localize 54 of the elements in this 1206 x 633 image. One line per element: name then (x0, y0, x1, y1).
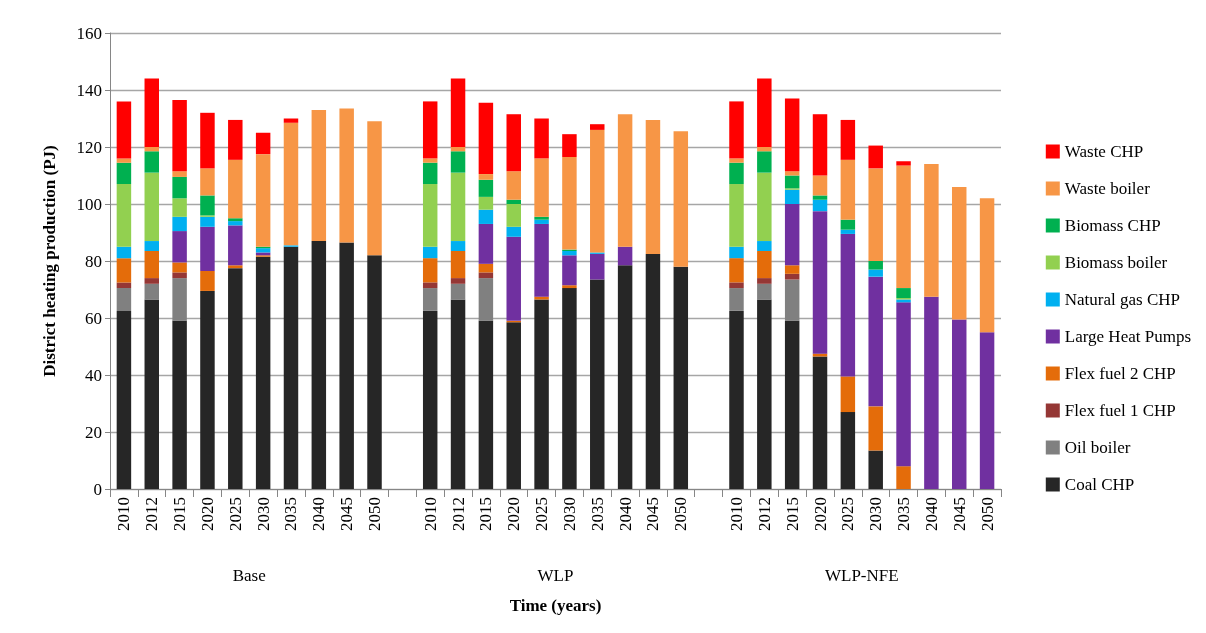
x-tick-label: 2010 (420, 497, 440, 531)
legend-label: Coal CHP (1064, 475, 1135, 494)
x-tick-label: 2035 (587, 497, 607, 531)
y-tick-label: 100 (76, 194, 102, 214)
y-tick-label: 140 (76, 80, 102, 100)
x-axis-title: Time (years) (509, 596, 602, 615)
x-tick-label: 2025 (532, 497, 552, 531)
x-tick-label: 2050 (977, 497, 997, 531)
x-tick-label: 2012 (142, 497, 162, 531)
legend-label: Flex fuel 2 CHP (1064, 364, 1176, 383)
legend-label: Waste boiler (1064, 179, 1151, 198)
x-tick-label: 2020 (504, 497, 524, 531)
x-tick-label: 2035 (894, 497, 914, 531)
text: Base (232, 565, 266, 585)
legend-label: Flex fuel 1 CHP (1064, 401, 1176, 420)
y-tick-label: 40 (85, 365, 102, 385)
y-axis-title: District heating production (PJ) (40, 145, 59, 377)
y-tick-label: 0 (93, 479, 102, 499)
y-tick-label: 20 (85, 422, 102, 442)
legend-label: Natural gas CHP (1064, 290, 1181, 309)
x-tick-label: 2010 (114, 497, 134, 531)
y-tick-label: 160 (76, 23, 102, 43)
x-tick-label: 2015 (476, 497, 496, 531)
text: WLP (537, 565, 574, 585)
x-tick-label: 2050 (671, 497, 691, 531)
y-tick-label: 120 (76, 137, 102, 157)
x-tick-label: 2050 (365, 497, 385, 531)
legend-label: Waste CHP (1064, 142, 1144, 161)
x-tick-label: 2010 (726, 497, 746, 531)
x-tick-label: 2020 (810, 497, 830, 531)
x-tick-label: 2012 (754, 497, 774, 531)
x-tick-label: 2035 (281, 497, 301, 531)
x-tick-label: 2015 (782, 497, 802, 531)
x-tick-label: 2020 (197, 497, 217, 531)
y-tick-label: 60 (85, 308, 102, 328)
x-tick-label: 2040 (921, 497, 941, 531)
x-tick-label: 2040 (309, 497, 329, 531)
text: WLP-NFE (824, 565, 899, 585)
legend-label: Biomass CHP (1064, 216, 1161, 235)
legend-label: Biomass boiler (1064, 253, 1168, 272)
legend-label: Large Heat Pumps (1064, 327, 1192, 346)
x-tick-label: 2030 (559, 497, 579, 531)
x-tick-label: 2012 (448, 497, 468, 531)
y-tick-label: 80 (85, 251, 102, 271)
x-tick-label: 2045 (949, 497, 969, 531)
x-tick-label: 2045 (337, 497, 357, 531)
x-tick-label: 2030 (866, 497, 886, 531)
x-tick-label: 2045 (643, 497, 663, 531)
x-tick-label: 2015 (170, 497, 190, 531)
x-tick-label: 2040 (615, 497, 635, 531)
x-tick-label: 2025 (838, 497, 858, 531)
x-tick-label: 2025 (225, 497, 245, 531)
x-tick-label: 2030 (253, 497, 273, 531)
legend-label: Oil boiler (1064, 438, 1131, 457)
